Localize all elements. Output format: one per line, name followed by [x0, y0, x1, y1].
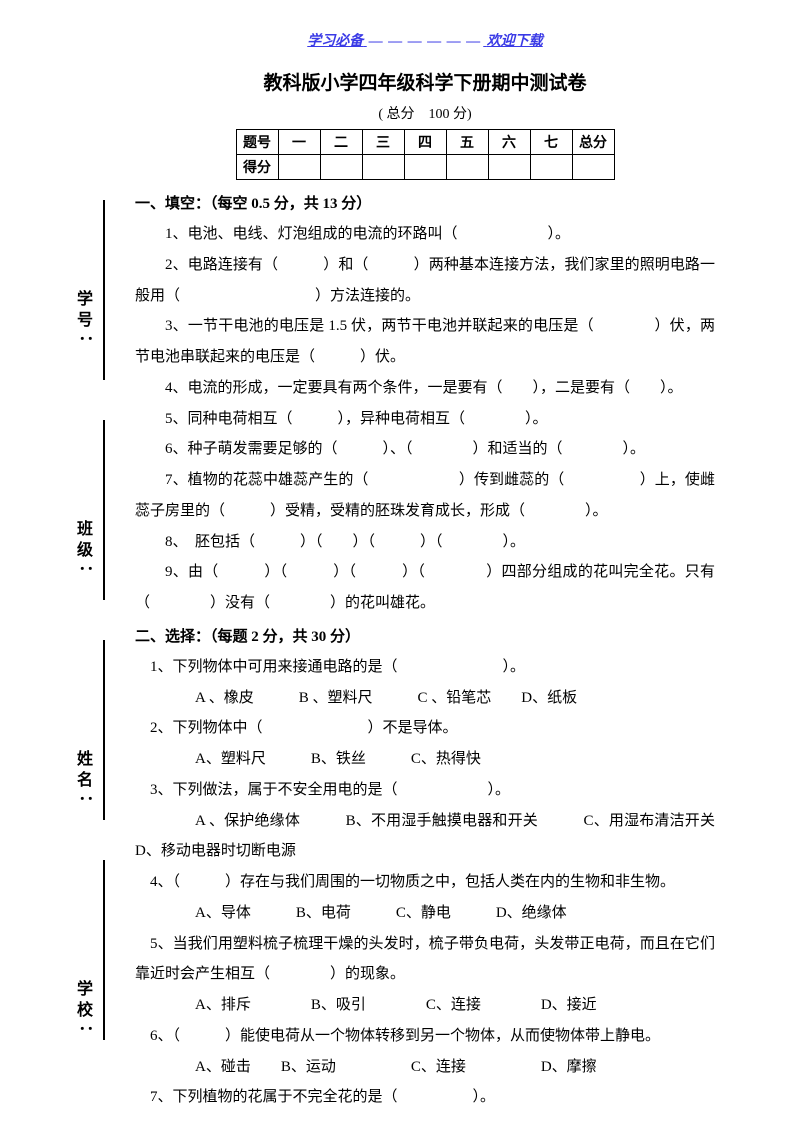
score-cell: 六: [488, 130, 530, 155]
s1-q8: 8、 胚包括（ ）（ ）（ ）（ ）。: [135, 527, 715, 558]
score-cell: 题号: [236, 130, 278, 155]
score-cell-blank: [446, 155, 488, 180]
side-line-4: [103, 860, 105, 1040]
s2-q1: 1、下列物体中可用来接通电路的是（ ）。: [135, 652, 715, 683]
s1-q3: 3、一节干电池的电压是 1.5 伏，两节干电池并联起来的电压是（ ）伏，两节电池…: [135, 311, 715, 373]
header-right: 欢迎下载: [487, 34, 543, 49]
score-cell: 五: [446, 130, 488, 155]
s2-q3: 3、下列做法，属于不安全用电的是（ ）。: [135, 775, 715, 806]
score-cell-blank: [572, 155, 614, 180]
s1-q9: 9、由（ ）（ ）（ ）（ ）四部分组成的花叫完全花。只有（ ）没有（ ）的花叫…: [135, 557, 715, 619]
s2-q5-opts: A、排斥 B、吸引 C、连接 D、接近: [135, 990, 715, 1021]
s2-q3-opts: A 、保护绝缘体 B、不用湿手触摸电器和开关 C、用湿布清洁开关 D、移动电器时…: [135, 806, 715, 868]
score-cell-blank: [404, 155, 446, 180]
s2-q2-opts: A、塑料尺 B、铁丝 C、热得快: [135, 744, 715, 775]
s2-q5: 5、当我们用塑料梳子梳理干燥的头发时，梳子带负电荷，头发带正电荷，而且在它们靠近…: [135, 929, 715, 991]
s2-q4-opts: A、导体 B、电荷 C、静电 D、绝缘体: [135, 898, 715, 929]
side-line-1: [103, 200, 105, 380]
page-content: 学习必备 — — — — — — 欢迎下载 教科版小学四年级科学下册期中测试卷 …: [135, 30, 715, 1113]
score-cell-blank: [362, 155, 404, 180]
score-cell-blank: [320, 155, 362, 180]
score-cell-blank: [278, 155, 320, 180]
page-title: 教科版小学四年级科学下册期中测试卷: [135, 68, 715, 95]
score-cell-blank: [488, 155, 530, 180]
header-dashes: — — — — — —: [369, 34, 482, 50]
s1-q1: 1、电池、电线、灯泡组成的电流的环路叫（ ）。: [135, 219, 715, 250]
side-label-school: 学校：: [75, 980, 95, 1042]
header-left: 学习必备: [307, 34, 363, 49]
side-line-3: [103, 640, 105, 820]
page-subtitle: ( 总分 100 分): [135, 103, 715, 123]
s2-q4: 4、（ ）存在与我们周围的一切物质之中，包括人类在内的生物和非生物。: [135, 867, 715, 898]
score-table-value-row: 得分: [236, 155, 614, 180]
score-cell: 总分: [572, 130, 614, 155]
section-2-head: 二、选择：（每题 2 分，共 30 分）: [135, 625, 715, 646]
score-cell: 一: [278, 130, 320, 155]
score-table: 题号 一 二 三 四 五 六 七 总分 得分: [236, 129, 615, 180]
s2-q2: 2、下列物体中（ ）不是导体。: [135, 713, 715, 744]
score-cell: 得分: [236, 155, 278, 180]
s2-q1-opts: A 、橡皮 B 、塑料尺 C 、铅笔芯 D、纸板: [135, 683, 715, 714]
s1-q6: 6、种子萌发需要足够的（ ）、（ ）和适当的（ ）。: [135, 434, 715, 465]
s1-q5: 5、同种电荷相互（ ），异种电荷相互（ ）。: [135, 404, 715, 435]
score-cell: 四: [404, 130, 446, 155]
s2-q7: 7、下列植物的花属于不完全花的是（ ）。: [135, 1082, 715, 1113]
side-label-name: 姓名：: [75, 750, 95, 812]
score-cell: 七: [530, 130, 572, 155]
s2-q6-opts: A、碰击 B、运动 C、连接 D、摩擦: [135, 1052, 715, 1083]
side-column: 学号： 班级： 姓名： 学校：: [75, 120, 115, 1060]
score-table-header-row: 题号 一 二 三 四 五 六 七 总分: [236, 130, 614, 155]
side-line-2: [103, 420, 105, 600]
side-label-id: 学号：: [75, 290, 95, 352]
side-label-class: 班级：: [75, 520, 95, 582]
s1-q4: 4、电流的形成，一定要具有两个条件，一是要有（ ），二是要有（ ）。: [135, 373, 715, 404]
s1-q2: 2、电路连接有（ ）和（ ）两种基本连接方法，我们家里的照明电路一般用（ ）方法…: [135, 250, 715, 312]
section-1-head: 一、填空：（每空 0.5 分，共 13 分）: [135, 192, 715, 213]
score-cell: 三: [362, 130, 404, 155]
s2-q6: 6、（ ）能使电荷从一个物体转移到另一个物体，从而使物体带上静电。: [135, 1021, 715, 1052]
s1-q7: 7、植物的花蕊中雄蕊产生的（ ）传到雌蕊的（ ）上，使雌蕊子房里的（ ）受精，受…: [135, 465, 715, 527]
score-cell-blank: [530, 155, 572, 180]
score-cell: 二: [320, 130, 362, 155]
header-link: 学习必备 — — — — — — 欢迎下载: [135, 30, 715, 50]
